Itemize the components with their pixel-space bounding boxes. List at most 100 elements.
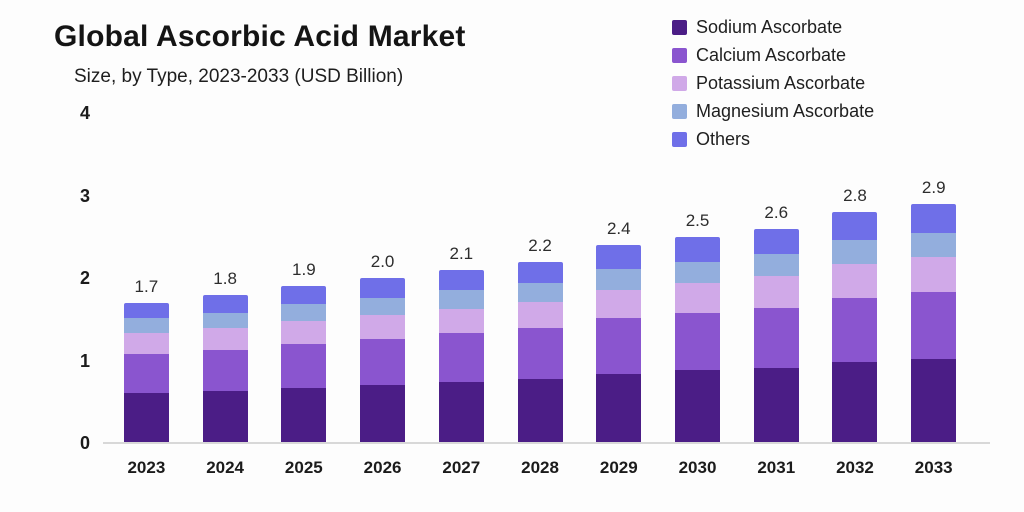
x-tick-label: 2033 [914,458,953,477]
bar-segment-magnesium-ascorbate [832,240,878,264]
bar-segment-potassium-ascorbate [911,257,957,293]
x-tick-label: 2031 [757,458,796,477]
bar-segment-sodium-ascorbate [281,387,327,443]
bar-segment-sodium-ascorbate [911,358,957,443]
bar-segment-calcium-ascorbate [753,307,799,368]
bar-segment-sodium-ascorbate [675,370,720,443]
bar-segment-magnesium-ascorbate [911,232,957,258]
bar-segment-others [360,278,406,298]
legend-swatch-icon [672,103,687,119]
bar-segment-calcium-ascorbate [123,353,169,394]
bar-segment-others [123,302,169,319]
legend-item: Sodium Ascorbate [672,16,874,38]
x-axis-line [103,442,990,444]
legend-item: Potassium Ascorbate [672,72,874,94]
x-axis-labels: 2023 2024 2025 2026 2027 2028 2029 2030 2031 2032… [107,456,973,480]
bar-value-label: 2.1 [449,243,474,263]
y-tick-label: 2 [79,268,90,288]
legend-label: Others [696,128,751,149]
bar-segment-calcium-ascorbate [675,312,720,371]
bar-segment-others [202,294,248,313]
bar-value-label: 2.5 [685,210,710,230]
bar-segment-others [281,286,327,305]
bar-segment-magnesium-ascorbate [123,318,169,334]
bar-segment-calcium-ascorbate [911,292,957,359]
y-tick-label: 1 [79,350,90,371]
x-tick-label: 2025 [284,458,323,477]
bar-group: 1.9 [264,113,343,443]
bar-segment-others [911,203,957,233]
chart-title: Global Ascorbic Acid Market [54,20,466,53]
bar-segment-calcium-ascorbate [832,297,878,363]
x-tick-label: 2032 [836,458,874,477]
bar-segment-others [753,228,799,255]
bar-stack [360,278,406,443]
bar-stack [753,228,799,444]
bar-segment-magnesium-ascorbate [517,282,563,302]
bar-segment-magnesium-ascorbate [596,268,642,290]
bar-segment-sodium-ascorbate [596,373,642,443]
bar-value-label: 2.4 [606,219,631,238]
bar-segment-potassium-ascorbate [832,263,878,298]
bar-segment-calcium-ascorbate [517,328,563,380]
bar-segment-calcium-ascorbate [202,349,248,391]
bar-segment-potassium-ascorbate [596,289,642,319]
bar-group: 2.1 [422,113,501,443]
bar-group: 2.9 [894,113,973,443]
legend-swatch-icon [672,47,687,63]
y-tick-label: 3 [79,185,90,206]
legend-swatch-icon [672,19,687,35]
bar-segment-sodium-ascorbate [753,367,799,443]
bar-segment-calcium-ascorbate [596,318,642,374]
bar-group: 2.5 [658,113,737,443]
y-axis: 0 1 2 3 4 [54,104,90,452]
bar-segment-potassium-ascorbate [517,301,563,329]
bar-segment-others [675,236,720,262]
bar-segment-potassium-ascorbate [675,282,720,313]
bar-segment-sodium-ascorbate [202,391,248,443]
bar-group: 2.8 [816,113,895,443]
bar-segment-sodium-ascorbate [438,381,484,443]
bar-segment-potassium-ascorbate [753,276,799,308]
bar-segment-others [596,245,642,269]
bar-segment-calcium-ascorbate [281,343,327,388]
legend-swatch-icon [672,131,687,147]
bar-segment-magnesium-ascorbate [438,290,484,309]
x-tick-label: 2026 [363,458,402,477]
bar-segment-magnesium-ascorbate [675,261,720,283]
bar-segment-sodium-ascorbate [832,362,878,443]
bar-segment-magnesium-ascorbate [360,297,406,316]
plot-area: 1.7 1.8 1.9 2.0 2.1 2.2 2.4 2.5 2.6 2.8 2.9 [103,113,990,444]
bar-segment-potassium-ascorbate [438,308,484,334]
bar-value-label: 2.2 [528,235,552,255]
bar-group: 1.7 [107,113,186,443]
bar-group: 2.0 [343,113,422,443]
bar-segment-sodium-ascorbate [360,385,406,443]
bar-stack [911,203,957,443]
bars-region: 1.7 1.8 1.9 2.0 2.1 2.2 2.4 2.5 2.6 2.8 2.9 [107,113,973,443]
x-tick-label: 2030 [678,458,717,477]
bar-segment-magnesium-ascorbate [202,312,248,329]
bar-value-label: 2.0 [370,252,395,271]
legend: Sodium Ascorbate Calcium Ascorbate Potassi… [672,16,874,150]
bar-segment-sodium-ascorbate [123,393,169,443]
bar-stack [596,245,642,443]
bar-segment-others [832,212,878,241]
bar-value-label: 2.9 [921,177,946,197]
legend-item: Magnesium Ascorbate [672,100,874,122]
legend-item: Calcium Ascorbate [672,44,874,66]
x-tick-label: 2027 [442,458,481,477]
bar-stack [123,302,169,443]
x-tick-label: 2028 [521,458,559,477]
bar-group: 2.6 [737,113,816,443]
legend-swatch-icon [672,75,687,91]
legend-label: Potassium Ascorbate [696,72,866,93]
bar-segment-magnesium-ascorbate [753,254,799,277]
bar-segment-potassium-ascorbate [360,315,406,340]
x-tick-label: 2023 [127,458,166,477]
bar-stack [517,261,563,444]
bar-segment-calcium-ascorbate [438,333,484,382]
bar-segment-magnesium-ascorbate [281,304,327,321]
bar-segment-potassium-ascorbate [202,328,248,350]
bar-stack [202,294,248,444]
